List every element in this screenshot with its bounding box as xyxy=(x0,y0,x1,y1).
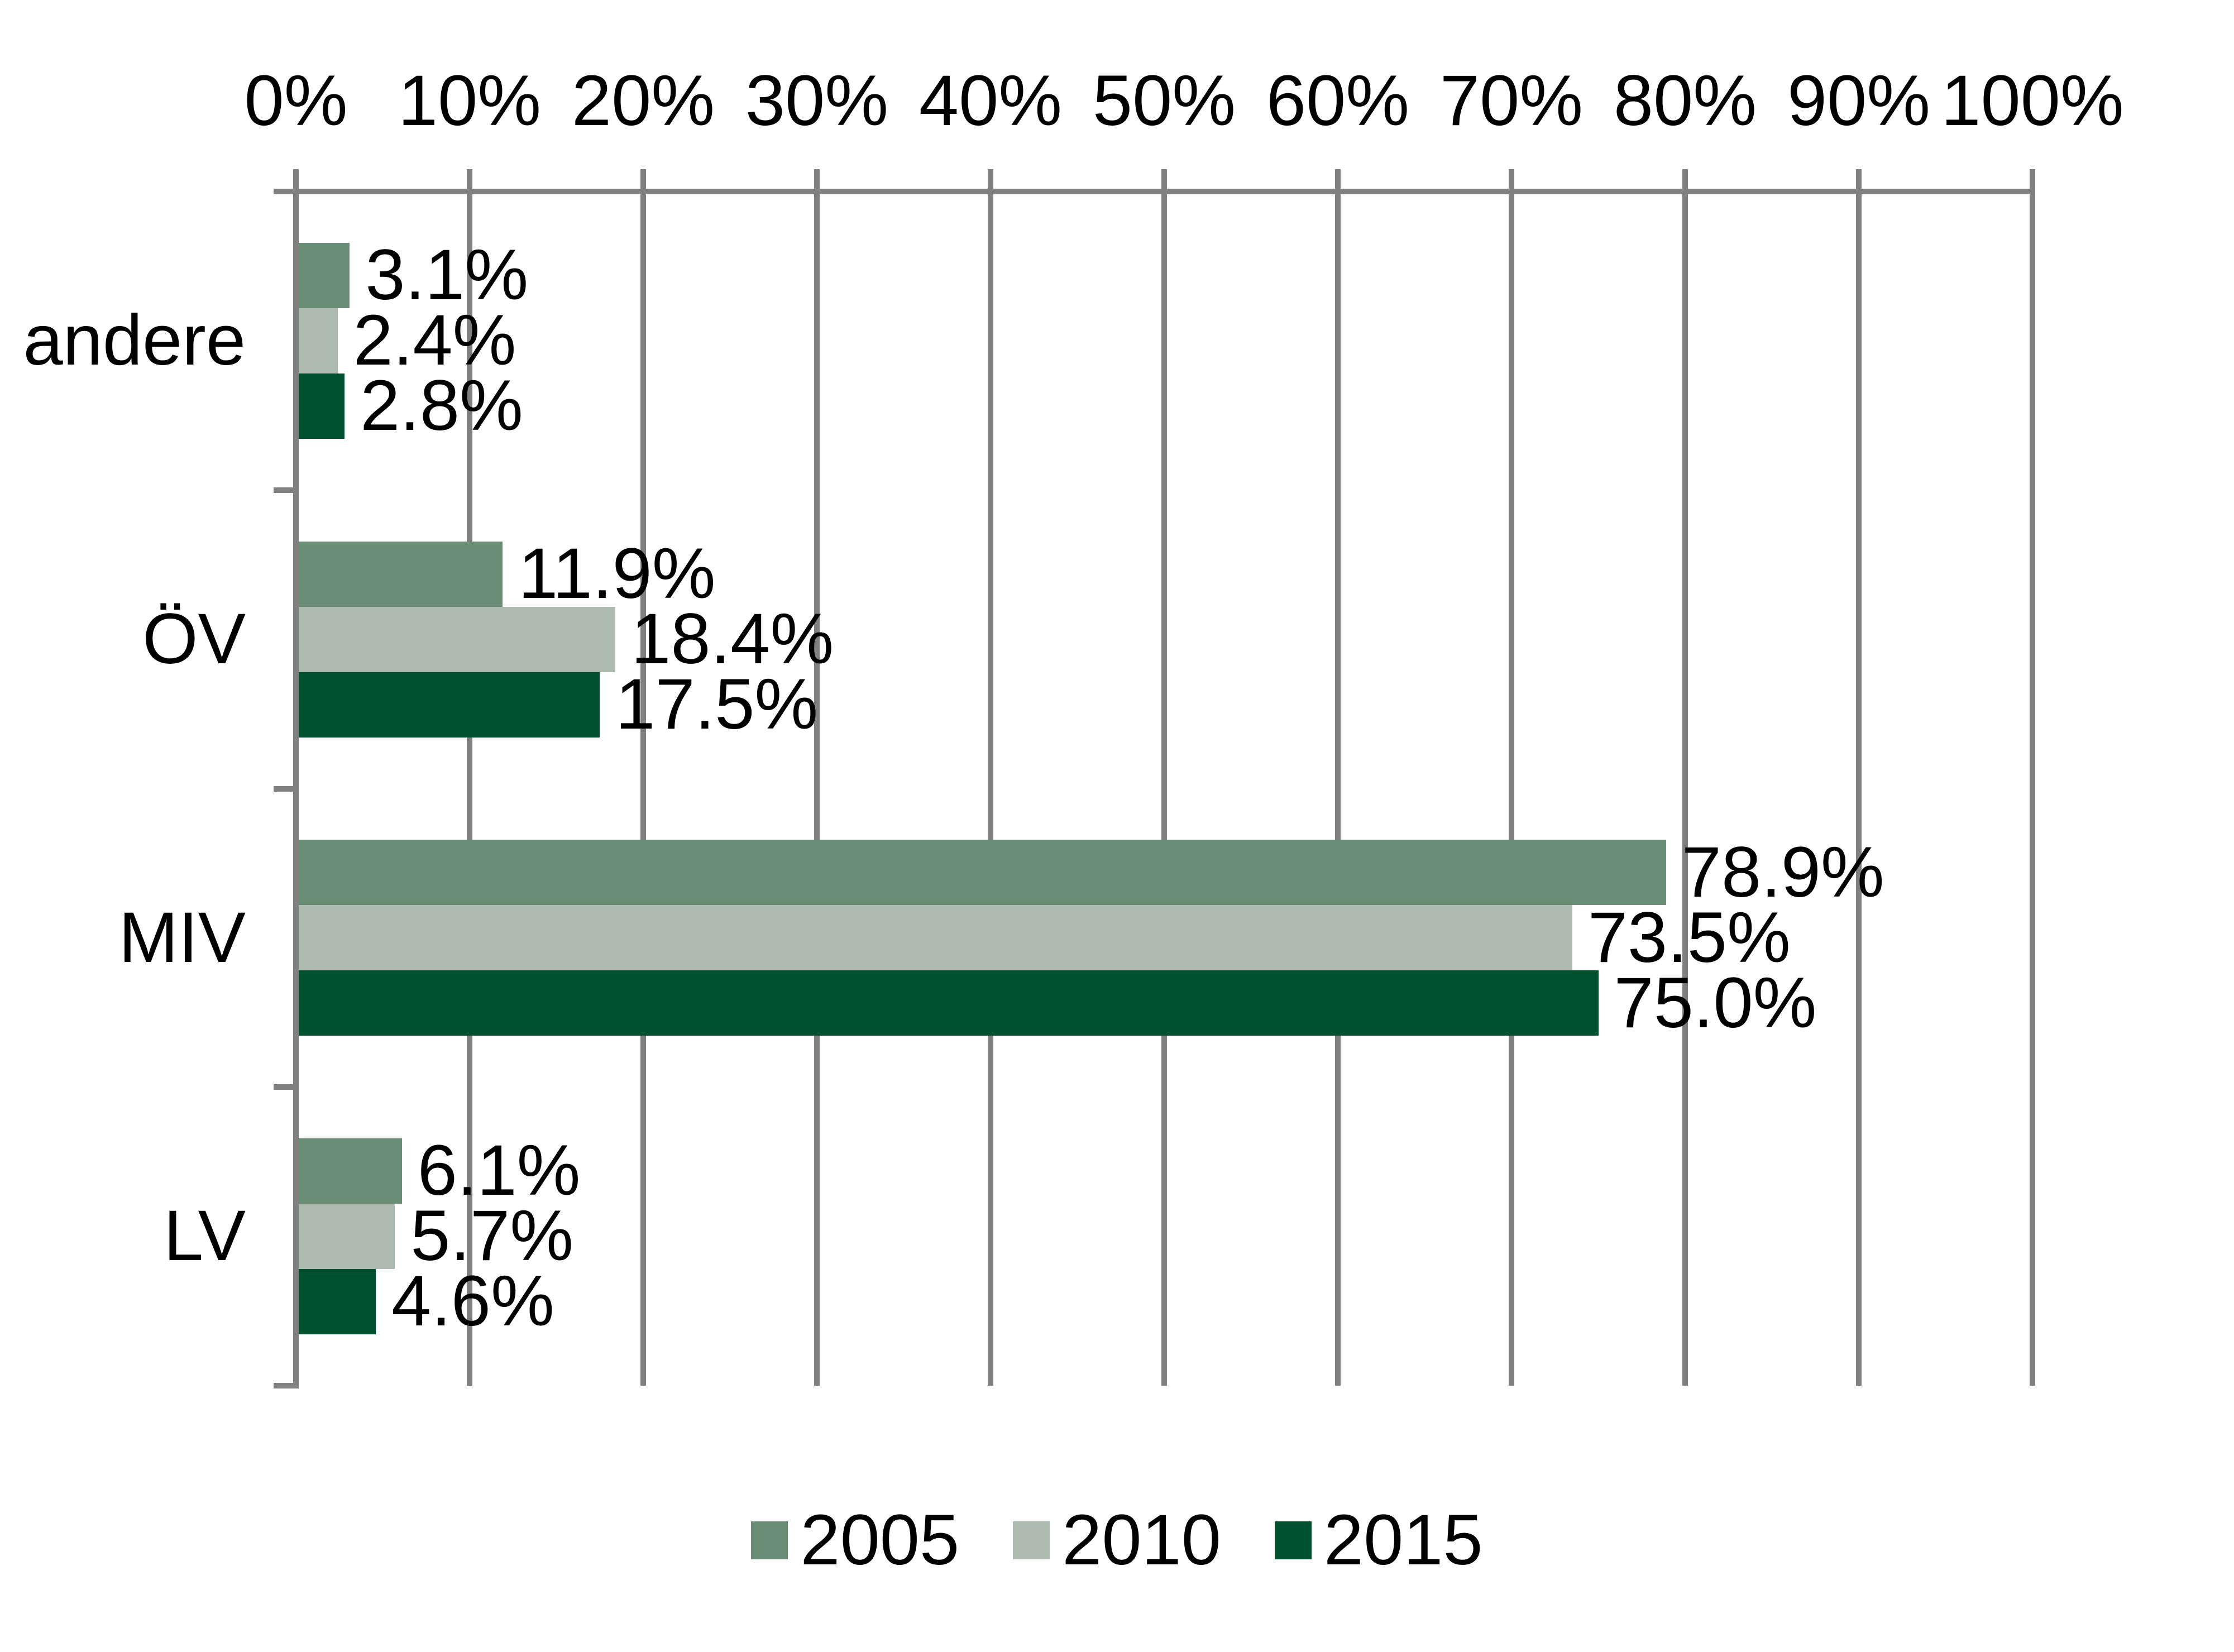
x-tick-label-60%: 60% xyxy=(1266,60,1410,141)
bar-2005-LV xyxy=(299,1138,402,1204)
bar-2015-LV xyxy=(299,1269,376,1335)
bar-2005-andere xyxy=(299,242,350,308)
gridline-60% xyxy=(1335,169,1341,1386)
legend-item-2005: 2005 xyxy=(751,1500,960,1580)
bar-2015-andere xyxy=(299,373,345,439)
value-label-2015-andere: 2.8% xyxy=(360,366,523,446)
value-label-2010-andere: 2.4% xyxy=(353,300,516,381)
y-axis-line xyxy=(293,189,299,1388)
legend-item-2015: 2015 xyxy=(1274,1500,1483,1580)
legend-item-2010: 2010 xyxy=(1013,1500,1221,1580)
legend-label-2010: 2010 xyxy=(1062,1500,1221,1580)
value-label-2005-andere: 3.1% xyxy=(365,235,529,315)
x-tick-label-40%: 40% xyxy=(919,60,1063,141)
y-axis-tick-3 xyxy=(274,1084,296,1090)
gridline-10% xyxy=(467,169,472,1386)
x-tick-label-50%: 50% xyxy=(1092,60,1236,141)
x-tick-label-90%: 90% xyxy=(1787,60,1931,141)
bar-2010-andere xyxy=(299,308,338,374)
gridline-50% xyxy=(1161,169,1167,1386)
x-tick-label-20%: 20% xyxy=(571,60,715,141)
x-tick-label-70%: 70% xyxy=(1439,60,1584,141)
x-tick-label-10%: 10% xyxy=(398,60,542,141)
y-axis-tick-4 xyxy=(274,1383,296,1388)
gridline-80% xyxy=(1682,169,1688,1386)
bar-2015-MIV xyxy=(299,970,1599,1036)
x-tick-label-30%: 30% xyxy=(745,60,889,141)
gridline-100% xyxy=(2030,169,2035,1386)
value-label-2010-MIV: 73.5% xyxy=(1587,897,1791,978)
category-label-LV: LV xyxy=(163,1196,246,1276)
category-label-ÖV: ÖV xyxy=(142,598,246,679)
value-label-2005-LV: 6.1% xyxy=(417,1131,581,1211)
legend-swatch-2015 xyxy=(1274,1521,1312,1560)
bar-2010-LV xyxy=(299,1204,395,1270)
legend-swatch-2010 xyxy=(1013,1521,1050,1560)
value-label-2010-LV: 5.7% xyxy=(410,1196,574,1276)
bar-2005-MIV xyxy=(299,840,1666,906)
x-tick-label-0%: 0% xyxy=(244,60,348,141)
x-axis-line xyxy=(274,189,2035,194)
value-label-2005-ÖV: 11.9% xyxy=(518,533,716,614)
x-tick-label-80%: 80% xyxy=(1613,60,1757,141)
gridline-70% xyxy=(1509,169,1514,1386)
gridline-40% xyxy=(988,169,993,1386)
value-label-2010-ÖV: 18.4% xyxy=(631,598,834,679)
gridline-90% xyxy=(1856,169,1862,1386)
value-label-2015-LV: 4.6% xyxy=(391,1261,554,1342)
y-axis-tick-1 xyxy=(274,487,296,493)
gridline-20% xyxy=(640,169,646,1386)
bar-2010-ÖV xyxy=(299,606,616,672)
bar-2015-ÖV xyxy=(299,672,600,738)
value-label-2005-MIV: 78.9% xyxy=(1681,832,1884,912)
legend: 2005 2010 2015 xyxy=(0,1500,2234,1580)
category-label-andere: andere xyxy=(23,300,246,381)
legend-label-2005: 2005 xyxy=(800,1500,960,1580)
legend-label-2015: 2015 xyxy=(1323,1500,1483,1580)
y-axis-tick-2 xyxy=(274,786,296,792)
x-tick-label-100%: 100% xyxy=(1941,60,2124,141)
bar-2005-ÖV xyxy=(299,541,503,607)
gridline-30% xyxy=(814,169,820,1386)
value-label-2015-ÖV: 17.5% xyxy=(615,664,819,744)
legend-swatch-2005 xyxy=(751,1521,788,1560)
value-label-2015-MIV: 75.0% xyxy=(1614,963,1817,1043)
category-label-MIV: MIV xyxy=(118,897,246,978)
bar-2010-MIV xyxy=(299,905,1572,971)
